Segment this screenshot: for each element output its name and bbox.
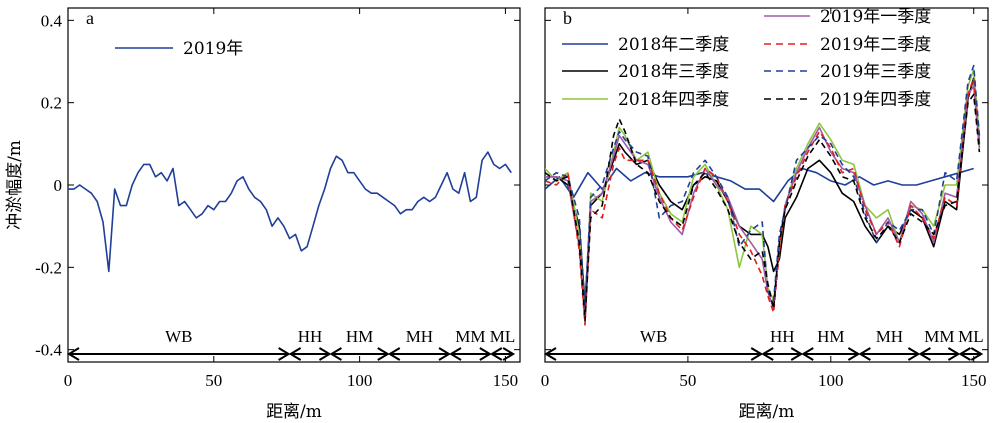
zone-arrow-head-left (761, 347, 774, 361)
zone-ml: ML (958, 327, 984, 361)
zone-label: MM (924, 327, 954, 346)
series-line-6 (545, 93, 981, 322)
zone-arrow-head-right (502, 347, 516, 361)
zone-arrow-head-left (801, 347, 814, 361)
zone-hh: HH (288, 327, 332, 361)
zone-arrow-head-right (377, 347, 390, 361)
legend-label: 2018年四季度 (618, 90, 729, 110)
series-line-0 (68, 151, 512, 273)
x-tick-label: 50 (205, 371, 222, 390)
legend-label: 2019年 (183, 39, 243, 59)
zone-mh: MH (858, 327, 921, 361)
x-tick-label: 0 (541, 371, 550, 390)
zone-mm: MM (918, 327, 961, 361)
y-axis-title: 冲淤幅度/m (5, 140, 25, 230)
series-line-0 (545, 167, 974, 203)
zone-arrow-head-right (750, 347, 764, 361)
x-tick-label: 150 (493, 371, 519, 390)
zone-label: WB (165, 327, 192, 346)
panel-label: b (563, 8, 572, 28)
x-tick-label: 150 (961, 371, 987, 390)
zone-arrow-head-right (479, 347, 492, 361)
series-group (545, 64, 981, 326)
zone-arrow-head-left (288, 347, 302, 361)
y-tick-label: 0 (54, 176, 63, 195)
legend-label: 2018年三季度 (618, 62, 729, 82)
zone-label: HM (346, 327, 373, 346)
series-line-4 (545, 77, 981, 326)
legend-label: 2019年二季度 (820, 35, 931, 55)
zone-mh: MH (387, 327, 451, 361)
zone-label: HH (770, 327, 795, 346)
zone-label: WB (640, 327, 667, 346)
zone-ml: ML (489, 327, 516, 361)
zone-arrow-head-right (790, 347, 804, 361)
zone-wb: WB (544, 327, 764, 361)
zone-arrow-head-left (858, 347, 871, 361)
zone-label: MH (876, 327, 903, 346)
zone-label: HM (817, 327, 844, 346)
zone-arrow-head-left (918, 347, 931, 361)
x-tick-label: 50 (679, 371, 696, 390)
legend-label: 2018年二季度 (618, 35, 729, 55)
zone-arrow-head-left (958, 347, 971, 361)
zone-arrow-head-right (278, 347, 291, 361)
panel-a: 0 50 100 150 0.4 0.2 0 -0.2 -0.4 距离/m 冲淤幅度/m a WB HH H… (5, 7, 521, 422)
zone-arrow-head-right (947, 347, 961, 361)
panel-label: a (86, 8, 94, 28)
zone-label: MM (455, 327, 485, 346)
x-tick-label: 100 (347, 371, 373, 390)
x-tick-label: 0 (64, 371, 73, 390)
zone-hm: HM (329, 327, 390, 361)
legend-label: 2019年四季度 (820, 90, 931, 110)
legend-label: 2019年三季度 (820, 62, 931, 82)
zone-arrow-head-left (544, 347, 557, 361)
zone-label: ML (958, 327, 984, 346)
zone-hh: HH (761, 327, 804, 361)
y-tick-label: -0.2 (35, 258, 62, 277)
zone-arrow-head-left (329, 347, 342, 361)
zone-label: MH (406, 327, 433, 346)
y-tick-label: 0.4 (41, 11, 63, 30)
zone-label: ML (490, 327, 516, 346)
zone-arrow-head-left (67, 347, 80, 361)
x-axis-title: 距离/m (739, 402, 795, 422)
zone-arrow-head-right (318, 347, 332, 361)
x-axis-title: 距离/m (266, 402, 322, 422)
zone-arrow-head-right (438, 347, 451, 361)
zone-arrow-head-left (489, 347, 503, 361)
series-line-3 (545, 85, 981, 318)
zone-arrow-head-left (387, 347, 401, 361)
panel-b: 0 50 100 150 距离/m b WB HH HM MH MM ML 2019年一季度 2018年二… (541, 7, 989, 422)
zone-arrow-head-right (970, 347, 984, 361)
zone-arrow-head-right (907, 347, 921, 361)
zone-hm: HM (801, 327, 861, 361)
x-tick-label: 100 (818, 371, 844, 390)
legend-label: 2019年一季度 (820, 7, 931, 27)
series-group (68, 151, 512, 273)
y-tick-label: -0.4 (35, 341, 62, 360)
zone-arrow-head-right (847, 347, 861, 361)
y-tick-label: 0.2 (41, 94, 62, 113)
zone-mm: MM (449, 327, 492, 361)
zone-label: HH (298, 327, 323, 346)
zone-arrow-head-left (449, 347, 462, 361)
zone-wb: WB (67, 327, 291, 361)
